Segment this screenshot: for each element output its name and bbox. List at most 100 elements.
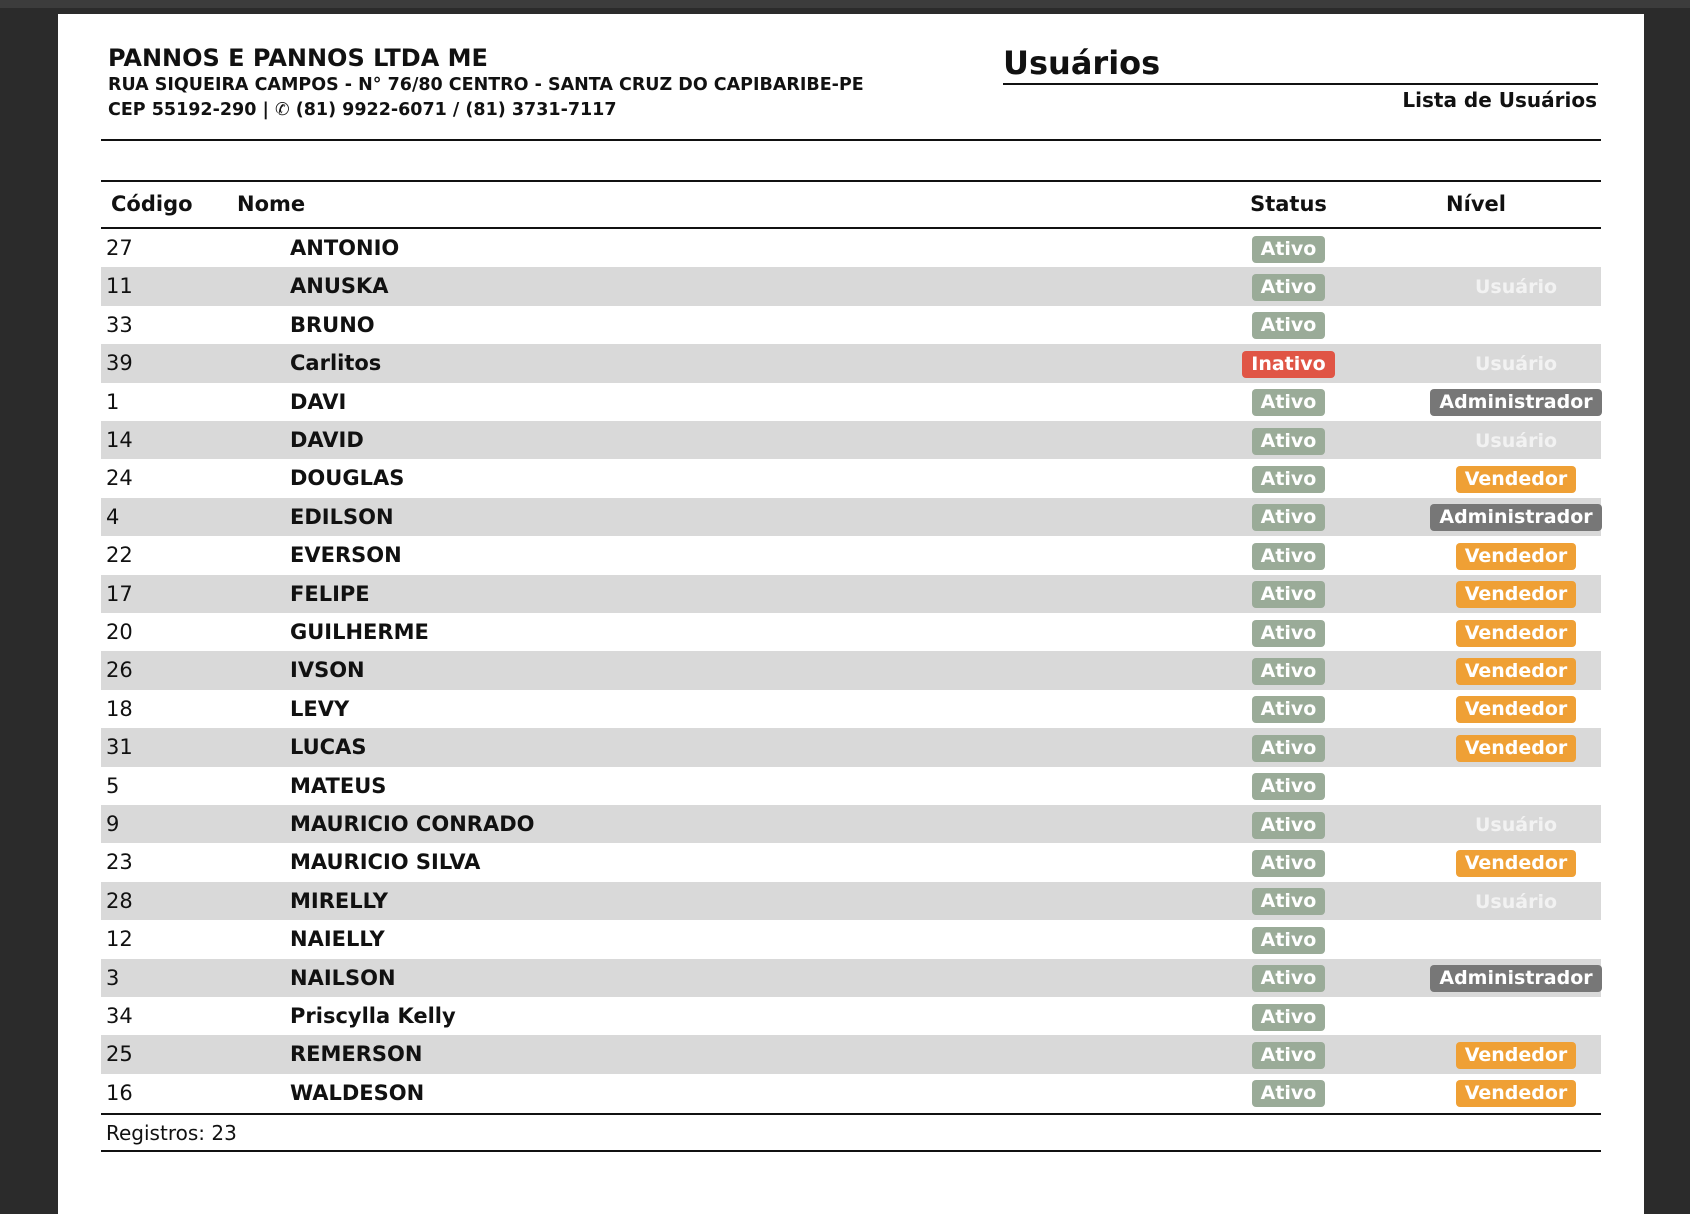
nivel-cell: Vendedor xyxy=(1391,651,1641,689)
table-row: 33 BRUNO Ativo xyxy=(101,306,1601,344)
status-cell: Ativo xyxy=(1241,882,1336,920)
company-contact: CEP 55192-290 | ✆ (81) 9922-6071 / (81) … xyxy=(108,100,617,120)
status-badge: Ativo xyxy=(1251,696,1326,724)
status-cell: Ativo xyxy=(1241,690,1336,728)
status-cell: Ativo xyxy=(1241,843,1336,881)
nivel-cell: Usuário xyxy=(1391,882,1641,920)
nivel-label: Usuário xyxy=(1474,353,1558,376)
user-name: NAIELLY xyxy=(290,927,385,952)
user-name: LUCAS xyxy=(290,735,367,760)
status-badge: Ativo xyxy=(1251,581,1326,609)
nivel-cell: Vendedor xyxy=(1391,575,1641,613)
user-name: DAVID xyxy=(290,428,364,452)
status-badge: Ativo xyxy=(1251,389,1326,417)
column-header-status: Status xyxy=(1250,192,1327,216)
nivel-label: Usuário xyxy=(1474,276,1558,299)
status-cell: Ativo xyxy=(1241,421,1336,459)
nivel-cell: Vendedor xyxy=(1391,690,1641,728)
table-header-border xyxy=(101,227,1601,229)
nivel-badge: Administrador xyxy=(1430,389,1602,417)
user-name: Priscylla Kelly xyxy=(290,1004,456,1028)
status-badge: Ativo xyxy=(1251,273,1326,301)
nivel-badge: Vendedor xyxy=(1455,581,1577,609)
user-code: 26 xyxy=(106,658,133,683)
table-row: 4 EDILSON Ativo Administrador xyxy=(101,497,1602,537)
user-name: GUILHERME xyxy=(290,620,429,644)
records-count: Registros: 23 xyxy=(106,1121,237,1145)
nivel-badge: Vendedor xyxy=(1455,542,1577,570)
user-name: EVERSON xyxy=(290,543,402,568)
user-code: 33 xyxy=(106,312,133,337)
user-code: 23 xyxy=(106,850,133,875)
user-name: FELIPE xyxy=(290,581,370,606)
nivel-badge: Vendedor xyxy=(1455,1041,1577,1069)
nivel-cell: Vendedor xyxy=(1391,613,1641,651)
user-name: MAURICIO SILVA xyxy=(290,850,481,875)
user-code: 17 xyxy=(106,581,133,606)
nivel-cell xyxy=(1391,229,1641,267)
status-badge: Ativo xyxy=(1251,1041,1326,1069)
page-title: Usuários xyxy=(1003,44,1161,82)
nivel-cell: Vendedor xyxy=(1391,1035,1641,1073)
status-badge: Ativo xyxy=(1251,619,1326,647)
user-code: 22 xyxy=(106,543,133,568)
nivel-badge: Vendedor xyxy=(1455,619,1577,647)
user-code: 3 xyxy=(106,965,120,990)
status-cell: Ativo xyxy=(1241,613,1336,651)
nivel-badge: Administrador xyxy=(1430,965,1602,993)
status-badge: Ativo xyxy=(1251,657,1326,685)
status-cell: Ativo xyxy=(1241,306,1336,344)
status-badge: Ativo xyxy=(1251,504,1326,532)
table-row: 26 IVSON Ativo Vendedor xyxy=(101,651,1601,690)
status-cell: Ativo xyxy=(1241,767,1336,805)
user-code: 39 xyxy=(106,351,133,376)
column-header-code: Código xyxy=(111,192,193,216)
nivel-cell xyxy=(1391,920,1641,958)
table-row: 25 REMERSON Ativo Vendedor xyxy=(101,1035,1601,1074)
nivel-cell: Vendedor xyxy=(1391,459,1641,497)
user-code: 24 xyxy=(106,466,133,491)
status-cell: Ativo xyxy=(1241,459,1336,497)
status-badge: Ativo xyxy=(1251,965,1326,993)
user-code: 12 xyxy=(106,927,133,952)
table-row: 14 DAVID Ativo Usuário xyxy=(101,421,1601,460)
user-code: 1 xyxy=(106,389,120,414)
user-name: REMERSON xyxy=(290,1042,423,1067)
footer-divider xyxy=(101,1150,1601,1152)
status-cell: Ativo xyxy=(1241,575,1336,613)
status-badge: Ativo xyxy=(1251,465,1326,493)
status-cell: Ativo xyxy=(1241,498,1336,536)
user-code: 4 xyxy=(106,504,120,529)
nivel-cell: Vendedor xyxy=(1391,1074,1641,1112)
user-name: NAILSON xyxy=(290,965,396,990)
status-cell: Ativo xyxy=(1241,383,1336,421)
status-badge: Ativo xyxy=(1251,849,1326,877)
user-name: MATEUS xyxy=(290,773,387,798)
user-code: 31 xyxy=(106,735,133,760)
nivel-cell: Administrador xyxy=(1391,959,1641,997)
nivel-label: Usuário xyxy=(1474,890,1558,913)
report-page: PANNOS E PANNOS LTDA ME RUA SIQUEIRA CAM… xyxy=(58,14,1644,1214)
user-name: ANTONIO xyxy=(290,236,400,260)
header-divider xyxy=(101,139,1601,141)
nivel-badge: Vendedor xyxy=(1455,734,1577,762)
nivel-badge: Vendedor xyxy=(1455,696,1577,724)
user-code: 11 xyxy=(106,274,133,299)
status-badge: Ativo xyxy=(1251,888,1326,916)
table-row: 27 ANTONIO Ativo xyxy=(101,229,1601,267)
table-row: 39 Carlitos Inativo Usuário xyxy=(101,344,1601,383)
nivel-label: Usuário xyxy=(1474,430,1558,452)
table-row: 18 LEVY Ativo Vendedor xyxy=(101,690,1601,728)
user-name: BRUNO xyxy=(290,312,375,337)
user-code: 18 xyxy=(106,696,133,721)
table-row: 17 FELIPE Ativo Vendedor xyxy=(101,574,1601,613)
nivel-badge: Vendedor xyxy=(1455,465,1577,493)
status-badge: Ativo xyxy=(1251,734,1326,762)
status-cell: Ativo xyxy=(1241,728,1336,766)
user-code: 34 xyxy=(106,1004,133,1028)
nivel-cell: Usuário xyxy=(1391,344,1641,382)
table-top-border xyxy=(101,180,1601,182)
company-name: PANNOS E PANNOS LTDA ME xyxy=(108,44,488,72)
status-cell: Ativo xyxy=(1241,229,1336,267)
user-name: Carlitos xyxy=(290,351,382,376)
